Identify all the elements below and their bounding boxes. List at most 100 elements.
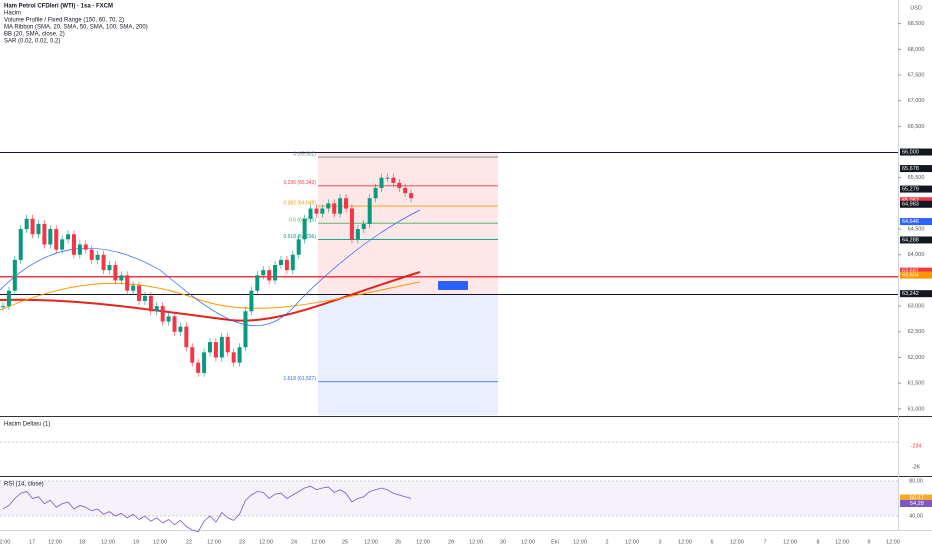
candle	[54, 229, 59, 250]
candle	[397, 182, 402, 188]
rsi-band	[0, 481, 898, 516]
x-tick-label: 12:00	[886, 539, 900, 545]
price-badge	[900, 236, 932, 244]
candle	[326, 203, 331, 209]
x-tick-label: 3	[658, 539, 661, 545]
price-badge	[900, 218, 932, 226]
rsi-badge	[900, 499, 932, 507]
candle	[267, 270, 272, 281]
candle	[142, 295, 147, 301]
x-tick-label: 12:00	[469, 539, 483, 545]
candle	[48, 229, 53, 245]
x-tick-label: 12:00	[207, 539, 221, 545]
pane-title: Hacim Deltası (1)	[4, 422, 50, 428]
x-tick-label: 12:00	[101, 539, 115, 545]
x-tick-label: 29	[448, 539, 454, 545]
x-tick-label: Eki	[551, 539, 559, 545]
price-badge-label: 65,678	[902, 166, 919, 172]
price-badge	[900, 197, 932, 205]
candle	[24, 218, 29, 230]
candle	[42, 223, 47, 245]
candle	[77, 244, 82, 255]
x-tick-label: 2:00	[0, 539, 10, 545]
rsi-tick-label: 80,00	[909, 478, 923, 484]
fib-label: 0 (65,902)	[293, 151, 316, 157]
fib-label: 0.382 (64,948)	[283, 200, 316, 206]
candle	[344, 198, 349, 209]
candle	[83, 244, 88, 250]
candle	[332, 203, 337, 214]
candle	[95, 254, 100, 260]
candle	[320, 208, 325, 214]
candle	[361, 223, 366, 230]
x-tick-label: 2	[605, 539, 608, 545]
candle	[196, 362, 201, 373]
symbol-title: Ham Petrol CFDleri (WTI) · 1sa · FXCM	[4, 4, 113, 10]
y-tick-label: 68,000	[908, 47, 925, 53]
x-tick-label: 6	[710, 539, 713, 545]
price-badge-label: 65,279	[902, 187, 919, 193]
currency: USD	[910, 5, 922, 11]
indicator-label: MA Ribbon (SMA, 20, SMA, 50, SMA, 100, S…	[4, 25, 148, 31]
indicator-label: BB (20, SMA, close, 2)	[4, 32, 65, 38]
candle	[308, 208, 313, 219]
pane-separator	[0, 530, 932, 531]
pane-separator	[0, 476, 932, 477]
candle	[367, 198, 372, 224]
candle	[349, 208, 354, 240]
x-tick-label: 25	[342, 539, 348, 545]
y-tick-label: 66,500	[908, 124, 925, 130]
candle	[12, 259, 17, 291]
candle	[202, 352, 207, 373]
candle	[60, 239, 65, 250]
candle	[89, 249, 94, 260]
rsi-tick-label: 40,00	[909, 513, 923, 519]
candle	[18, 229, 23, 260]
level-line	[0, 152, 898, 153]
price-badge	[900, 290, 932, 298]
candle	[190, 347, 195, 363]
x-tick-label: 17	[29, 539, 35, 545]
level-line	[0, 294, 898, 295]
fib-label: 0.236 (65,342)	[283, 180, 316, 186]
candle	[30, 218, 35, 235]
y-tick-label: 61,500	[908, 381, 925, 387]
x-tick-label: 12:00	[783, 539, 797, 545]
x-tick-label: 12:00	[730, 539, 744, 545]
price-badge-label: 64,646	[902, 219, 919, 225]
fib-label: 1.618 (61,527)	[283, 376, 316, 382]
x-tick-label: 24	[291, 539, 297, 545]
x-tick-label: 18	[79, 539, 85, 545]
y-tick-label: 62,500	[908, 329, 925, 335]
x-tick-label: 12:00	[416, 539, 430, 545]
x-tick-label: 12:00	[835, 539, 849, 545]
alert-tag[interactable]	[438, 281, 468, 290]
candle	[113, 265, 118, 281]
candle	[6, 290, 11, 307]
candle	[119, 275, 124, 281]
x-tick-label: 8	[816, 539, 819, 545]
candle	[284, 259, 289, 271]
candle	[249, 290, 254, 312]
y-tick-label: 64,500	[908, 227, 925, 233]
price-badge	[900, 185, 932, 193]
price-badge	[900, 200, 932, 208]
candle	[373, 187, 378, 199]
candle	[1, 306, 5, 308]
sma-20	[0, 209, 421, 327]
x-tick-label: 9	[867, 539, 870, 545]
candle	[184, 326, 189, 348]
candle	[338, 198, 343, 214]
candle	[137, 285, 142, 301]
candle	[231, 352, 236, 363]
candle	[101, 254, 106, 271]
candle	[261, 270, 266, 276]
candle	[219, 336, 224, 358]
y-tick-label: 63,000	[908, 304, 925, 310]
rsi-badge-label: 60,47	[910, 496, 924, 502]
y-tick-label: 62,000	[908, 355, 925, 361]
delta-axis-label: -2K	[912, 464, 921, 470]
x-tick-label: 12:00	[48, 539, 62, 545]
candle	[255, 275, 260, 291]
rsi-badge-label: 54,28	[910, 501, 924, 507]
